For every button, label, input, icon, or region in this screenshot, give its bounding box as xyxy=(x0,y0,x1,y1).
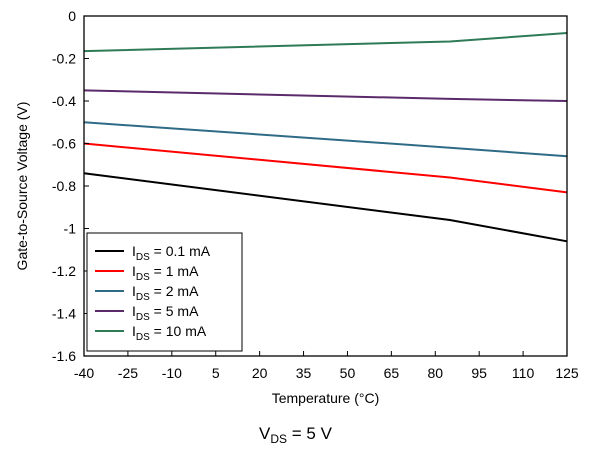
x-tick-label: 65 xyxy=(384,365,400,381)
x-tick-label: 125 xyxy=(555,365,579,381)
legend-label-1: IDS = 1 mA xyxy=(132,263,199,283)
test-condition-caption: VDS = 5 V xyxy=(0,424,591,446)
x-tick-label: 35 xyxy=(296,365,312,381)
x-tick-label: 20 xyxy=(252,365,268,381)
y-tick-label: -0.4 xyxy=(52,93,76,109)
x-tick-label: 80 xyxy=(427,365,443,381)
series-line-2 xyxy=(83,121,568,158)
x-tick-label: -10 xyxy=(162,365,182,381)
x-tick-label: -25 xyxy=(118,365,138,381)
series-line-4 xyxy=(83,32,568,53)
legend-label-3: IDS = 5 mA xyxy=(132,303,199,323)
y-tick-label: -1 xyxy=(64,221,77,237)
legend-label-2: IDS = 2 mA xyxy=(132,283,199,303)
legend-label-0: IDS = 0.1 mA xyxy=(132,243,211,263)
series-line-0 xyxy=(83,172,568,243)
y-tick-label: -0.8 xyxy=(52,178,76,194)
caption-value: = 5 V xyxy=(287,424,332,443)
y-tick-label: -1.6 xyxy=(52,348,76,364)
x-tick-label: 50 xyxy=(340,365,356,381)
legend-label-4: IDS = 10 mA xyxy=(132,323,207,343)
y-tick-label: -1.4 xyxy=(52,306,76,322)
x-tick-label: 95 xyxy=(471,365,487,381)
chart: -40 -25 -10 5 20 35 50 65 80 95 110 125 0 -0.2 -0.4 -0.… xyxy=(14,8,579,406)
caption-subscript: DS xyxy=(270,432,288,446)
axes: -40 -25 -10 5 20 35 50 65 80 95 110 125 0 -0.2 -0.4 -0.… xyxy=(14,8,579,406)
x-tick-label: 5 xyxy=(212,365,220,381)
y-tick-label: -1.2 xyxy=(52,263,76,279)
caption-symbol: V xyxy=(259,424,271,443)
y-tick-label: -0.6 xyxy=(52,136,76,152)
series-line-3 xyxy=(83,89,568,102)
y-axis-label: Gate-to-Source Voltage (V) xyxy=(14,102,30,271)
plot-area xyxy=(83,32,568,243)
series-line-1 xyxy=(83,142,568,194)
x-axis-label: Temperature (°C) xyxy=(272,390,380,406)
y-tick-label: 0 xyxy=(68,8,76,24)
x-tick-label: 110 xyxy=(512,365,535,381)
y-tick-label: -0.2 xyxy=(52,51,76,67)
x-tick-label: -40 xyxy=(74,365,94,381)
